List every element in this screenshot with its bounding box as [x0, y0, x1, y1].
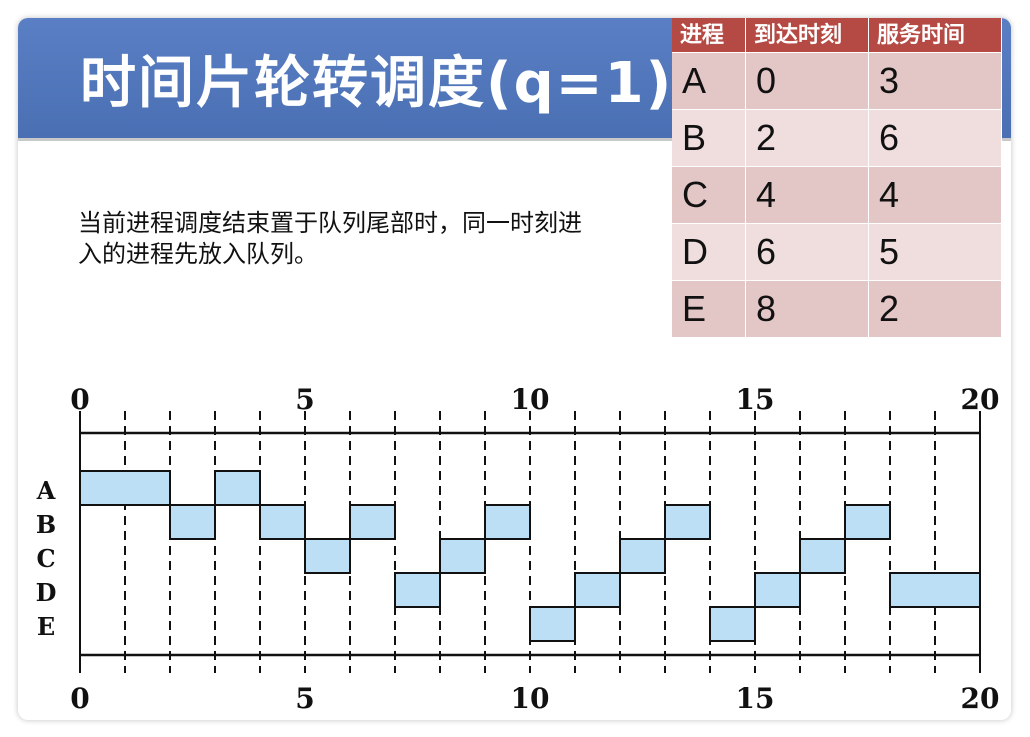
cell-arrival: 0	[745, 52, 869, 110]
top-tick-label: 20	[961, 383, 1000, 416]
gantt-block-e	[709, 606, 756, 642]
gantt-block-a	[79, 470, 171, 506]
header-process: 进程	[672, 18, 746, 53]
header-service: 服务时间	[868, 18, 1002, 53]
cell-service: 2	[868, 280, 1002, 337]
gantt-block-a	[214, 470, 261, 506]
note-text: 当前进程调度结束置于队列尾部时，同一时刻进入的进程先放入队列。	[78, 209, 582, 268]
gantt-block-c	[304, 538, 351, 574]
cell-process: B	[672, 109, 746, 167]
footer	[18, 718, 1011, 720]
cell-service: 5	[868, 223, 1002, 281]
gantt-block-d	[574, 572, 621, 608]
header-arrival: 到达时刻	[745, 18, 869, 53]
cell-process: C	[672, 166, 746, 224]
top-tick-label: 5	[295, 383, 314, 416]
cell-process: D	[672, 223, 746, 281]
gantt-block-b	[349, 504, 396, 540]
cell-process: A	[672, 52, 746, 110]
table-row: E 8 2	[672, 280, 1002, 337]
top-tick-label: 0	[70, 383, 89, 416]
bottom-tick-label: 20	[961, 682, 1000, 715]
cell-arrival: 4	[745, 166, 869, 224]
cell-arrival: 6	[745, 223, 869, 281]
table-row: B 2 6	[672, 109, 1002, 167]
bottom-tick-label: 5	[295, 682, 314, 715]
row-label-c: C	[36, 544, 55, 573]
slide-title: 时间片轮转调度(q=1)	[80, 51, 674, 116]
gantt-block-e	[529, 606, 576, 642]
cell-service: 4	[868, 166, 1002, 224]
gantt-block-d	[889, 572, 981, 608]
table-row: C 4 4	[672, 166, 1002, 224]
gantt-block-b	[484, 504, 531, 540]
top-tick-label: 15	[736, 383, 775, 416]
table-row: A 0 3	[672, 52, 1002, 110]
row-label-e: E	[37, 612, 55, 641]
cell-service: 3	[868, 52, 1002, 110]
bottom-tick-label: 15	[736, 682, 775, 715]
gantt-block-c	[439, 538, 486, 574]
row-label-b: B	[36, 510, 56, 539]
table-header-row: 进程 到达时刻 服务时间	[672, 18, 1002, 53]
gantt-block-c	[619, 538, 666, 574]
gantt-block-b	[664, 504, 711, 540]
gantt-block-d	[754, 572, 801, 608]
top-tick-label: 10	[511, 383, 550, 416]
cell-service: 6	[868, 109, 1002, 167]
bottom-tick-label: 10	[511, 682, 550, 715]
cell-arrival: 8	[745, 280, 869, 337]
gantt-block-b	[169, 504, 216, 540]
gantt-block-c	[799, 538, 846, 574]
table-row: D 6 5	[672, 223, 1002, 281]
gantt-block-b	[259, 504, 306, 540]
row-label-a: A	[36, 476, 56, 505]
gantt-block-b	[844, 504, 891, 540]
bottom-tick-label: 0	[70, 682, 89, 715]
row-label-d: D	[36, 578, 57, 607]
slide: 时间片轮转调度(q=1) 当前进程调度结束置于队列尾部时，同一时刻进入的进程先放…	[18, 18, 1011, 720]
process-table: 进程 到达时刻 服务时间 A 0 3 B 2 6 C 4 4 D	[672, 18, 1002, 337]
gantt-block-d	[394, 572, 441, 608]
cell-process: E	[672, 280, 746, 337]
cell-arrival: 2	[745, 109, 869, 167]
